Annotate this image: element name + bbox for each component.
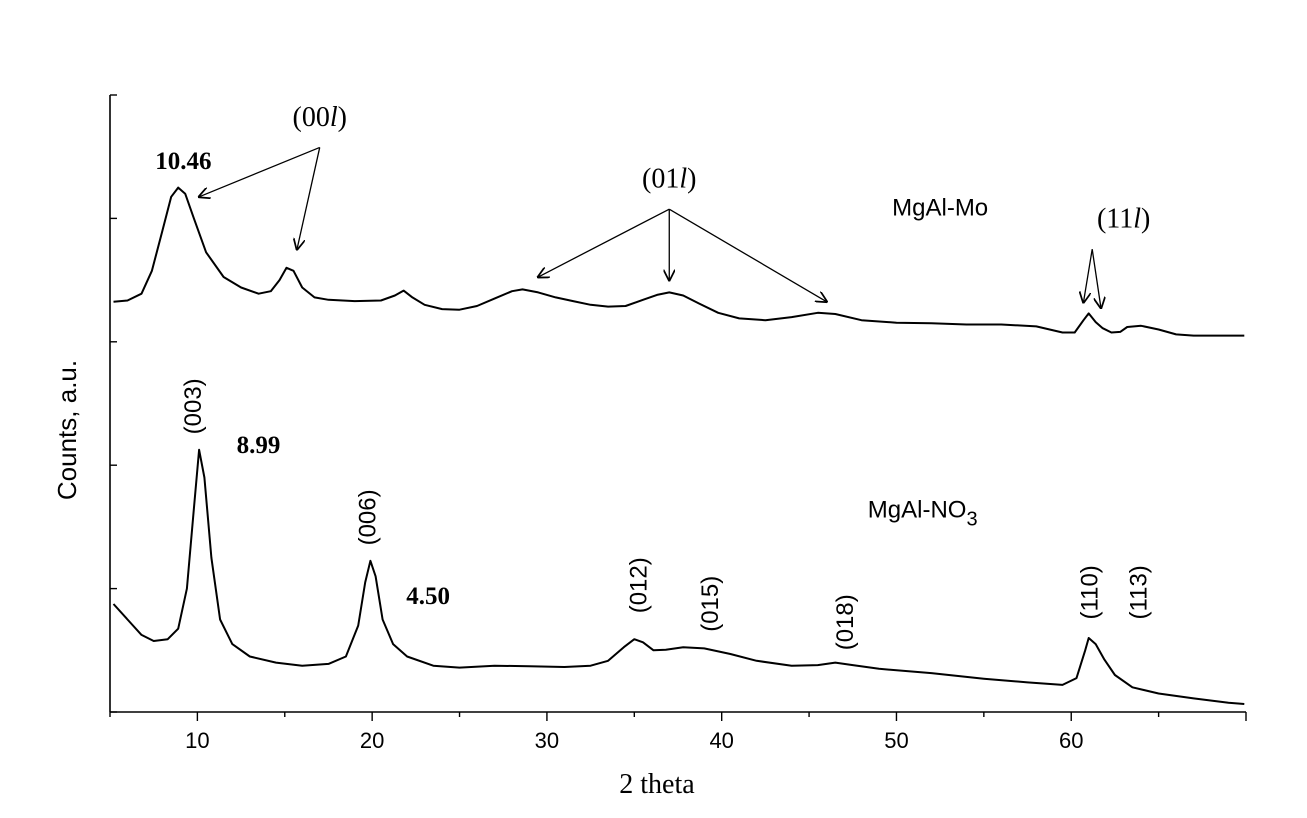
annotation-arrow	[199, 146, 320, 196]
annotation-arrow	[538, 208, 670, 277]
x-tick-label: 20	[360, 728, 384, 753]
annotation-arrow	[297, 147, 321, 249]
series-group	[112, 186, 1245, 705]
d-spacing-label: 4.50	[406, 583, 450, 610]
x-tick-label: 60	[1059, 728, 1083, 753]
x-tick-label: 30	[535, 728, 559, 753]
x-axis-title: 2 theta	[619, 769, 695, 800]
miller-index-label: (113)	[1125, 565, 1152, 619]
y-axis-title: Counts, a.u.	[52, 360, 82, 500]
x-tick-label: 40	[709, 728, 733, 753]
annotation-arrow	[668, 208, 826, 302]
miller-index-label: (018)	[832, 594, 859, 650]
x-tick-label: 50	[884, 728, 908, 753]
d-spacing-label: 8.99	[237, 432, 281, 459]
series-label: MgAl-NO3	[868, 497, 978, 531]
miller-index-label: (015)	[697, 576, 724, 632]
series-line-mgal-mo	[113, 186, 1245, 337]
reflection-group-label: (00l)	[293, 102, 347, 133]
annotations: 10.46 8.99 4.50 (003) (006) (012) (015) (018) (1…	[155, 102, 1152, 650]
miller-index-label: (012)	[626, 557, 653, 613]
reflection-group-label: (01l)	[642, 164, 696, 195]
miller-index-label: (006)	[355, 489, 382, 545]
series-line-mgal-no3	[112, 448, 1245, 705]
series-label: MgAl-Mo	[892, 194, 988, 221]
annotation-arrow	[1091, 249, 1101, 308]
x-tick-label: 10	[185, 728, 209, 753]
miller-index-label: (003)	[180, 378, 207, 434]
reflection-group-label: (11l)	[1097, 204, 1150, 235]
annotation-arrow	[1083, 249, 1093, 302]
d-spacing-label: 10.46	[155, 148, 211, 175]
miller-index-label: (110)	[1076, 565, 1103, 619]
axes	[109, 94, 1246, 713]
x-ticks: 10 20 30 40 50 60	[109, 712, 1247, 753]
